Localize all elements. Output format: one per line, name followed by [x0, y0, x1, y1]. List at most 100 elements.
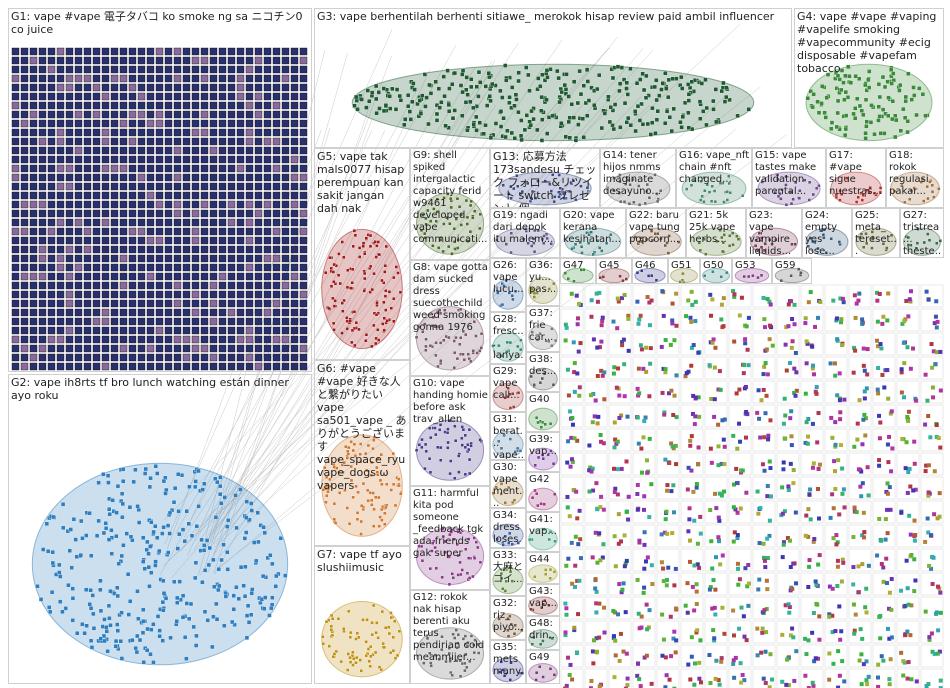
node	[625, 683, 630, 688]
node	[575, 578, 580, 583]
node	[47, 227, 56, 236]
node	[901, 659, 906, 664]
mini-group	[608, 428, 632, 452]
node	[74, 74, 83, 83]
node	[811, 372, 816, 377]
node	[254, 290, 263, 299]
node	[576, 316, 581, 321]
node	[20, 281, 29, 290]
node	[744, 324, 749, 329]
node	[688, 538, 693, 543]
node	[74, 65, 83, 74]
node	[20, 290, 29, 299]
node	[735, 533, 740, 538]
node	[937, 649, 942, 654]
node	[612, 466, 617, 471]
node	[146, 92, 155, 101]
node	[780, 632, 785, 637]
node	[218, 227, 227, 236]
node	[718, 562, 723, 567]
mini-group	[680, 476, 704, 500]
node	[92, 101, 101, 110]
node	[56, 290, 65, 299]
mini-group	[776, 644, 800, 668]
group-box: G42	[526, 472, 560, 512]
mini-group	[728, 452, 752, 476]
node	[636, 441, 641, 446]
node	[689, 345, 694, 350]
node	[92, 218, 101, 227]
node	[877, 413, 882, 418]
node	[38, 146, 47, 155]
mini-group	[656, 500, 680, 524]
node	[590, 420, 595, 425]
node	[299, 227, 308, 236]
node	[663, 338, 668, 343]
mini-group	[560, 572, 584, 596]
node	[929, 631, 934, 636]
node	[731, 608, 736, 613]
node	[741, 614, 746, 619]
node	[290, 209, 299, 218]
node	[29, 299, 38, 308]
node	[763, 649, 768, 654]
node	[793, 393, 798, 398]
mini-group	[584, 500, 608, 524]
node	[101, 209, 110, 218]
node	[642, 542, 647, 547]
node	[669, 654, 674, 659]
node	[565, 494, 570, 499]
mini-group	[728, 308, 752, 332]
node	[877, 291, 882, 296]
node	[137, 254, 146, 263]
node	[937, 514, 942, 519]
node	[281, 164, 290, 173]
node	[200, 173, 209, 182]
node	[853, 348, 858, 353]
node	[128, 281, 137, 290]
node	[20, 254, 29, 263]
mini-group	[800, 380, 824, 404]
node	[155, 272, 164, 281]
node	[155, 218, 164, 227]
node	[762, 317, 767, 322]
node	[661, 313, 666, 318]
node	[110, 164, 119, 173]
mini-group	[776, 476, 800, 500]
node	[227, 128, 236, 137]
node	[110, 227, 119, 236]
node	[11, 110, 20, 119]
node	[664, 509, 669, 514]
node	[902, 319, 907, 324]
node	[599, 368, 604, 373]
node	[644, 345, 649, 350]
node	[856, 298, 861, 303]
mini-group	[584, 596, 608, 620]
mini-group	[776, 404, 800, 428]
node	[835, 583, 840, 588]
node	[924, 684, 929, 688]
node	[734, 481, 739, 486]
mini-group	[704, 332, 728, 356]
node	[768, 494, 773, 499]
node	[619, 413, 624, 418]
node	[635, 491, 640, 496]
node	[672, 686, 677, 688]
node	[119, 92, 128, 101]
node	[880, 372, 885, 377]
node	[859, 682, 864, 687]
node	[173, 200, 182, 209]
node	[47, 47, 56, 56]
node	[787, 538, 792, 543]
node	[577, 393, 582, 398]
node	[907, 297, 912, 302]
node	[876, 366, 881, 371]
node	[191, 155, 200, 164]
node	[11, 191, 20, 200]
node	[814, 391, 819, 396]
node	[182, 101, 191, 110]
mini-group	[656, 596, 680, 620]
node	[119, 101, 128, 110]
node	[564, 563, 569, 568]
